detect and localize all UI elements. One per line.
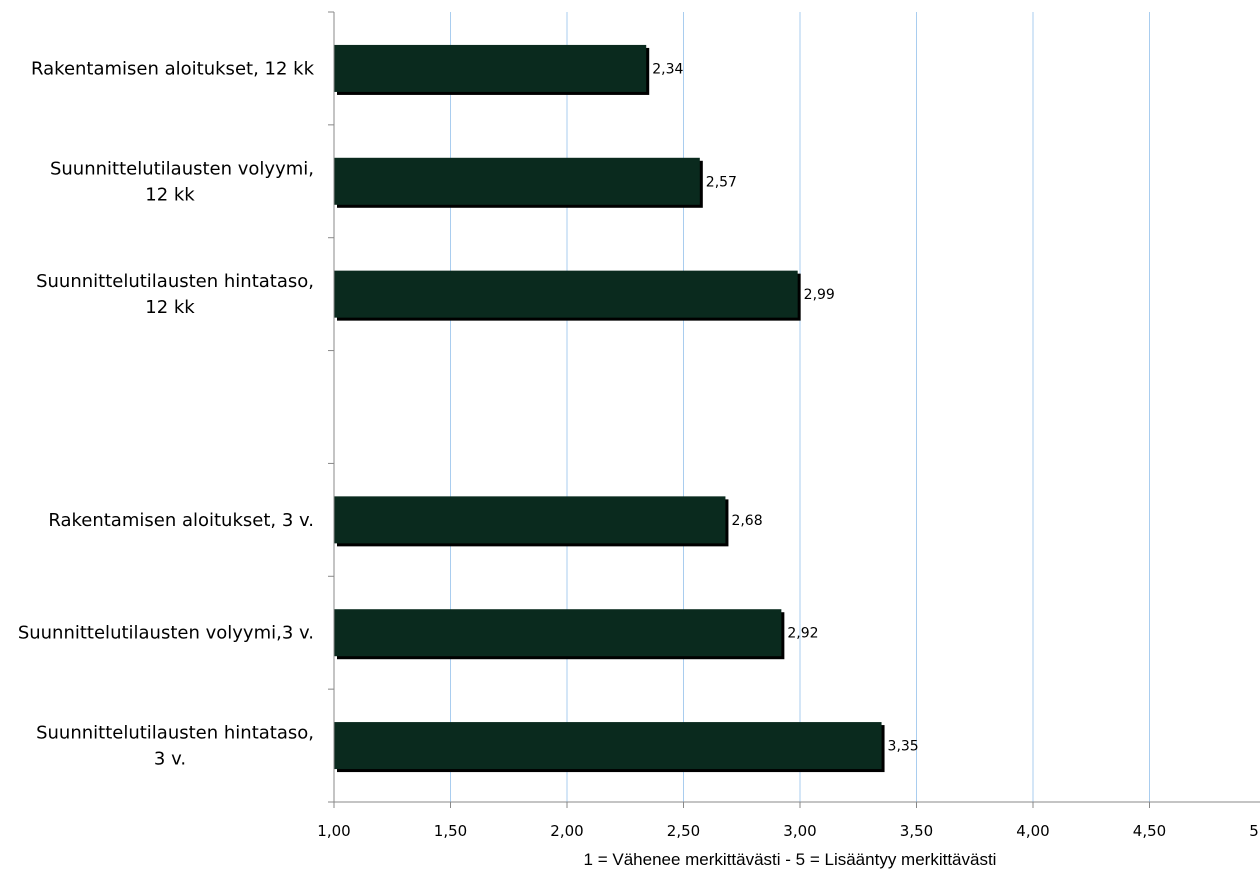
data-label: 2,34: [652, 61, 683, 77]
labels: 1,00 1,50 2,00 2,50 3,00 3,50 4,00 4,50 5,00 Rake…: [18, 58, 1260, 840]
x-tick-label: 4,00: [1016, 822, 1049, 840]
data-label: 3,35: [888, 739, 919, 755]
bar: [334, 270, 798, 318]
x-tick-label: 3,50: [900, 822, 933, 840]
bar: [334, 609, 782, 657]
data-label: 2,57: [706, 174, 737, 190]
category-label: 12 kk: [145, 184, 195, 205]
data-label: 2,92: [787, 626, 818, 642]
gridlines: [450, 12, 1150, 802]
bar: [334, 157, 700, 205]
bar: [334, 44, 647, 92]
data-label: 2,68: [731, 513, 762, 529]
bar: [334, 722, 882, 770]
x-tick-label: 1,00: [317, 822, 350, 840]
bars: [334, 44, 885, 773]
x-tick-label: 3,00: [783, 822, 816, 840]
category-label: Suunnittelutilausten volyymi,: [50, 158, 314, 179]
bar: [334, 496, 726, 544]
category-label: Suunnittelutilausten hintataso,: [36, 271, 314, 292]
axes: [328, 11, 1260, 808]
category-label: Rakentamisen aloitukset, 12 kk: [31, 58, 315, 79]
category-label: 12 kk: [145, 297, 195, 318]
category-label: 3 v.: [154, 749, 186, 770]
x-axis-title: 1 = Vähenee merkittävästi - 5 = Lisäänty…: [584, 850, 997, 869]
x-tick-label: 5,00: [1249, 822, 1260, 840]
x-tick-label: 4,50: [1133, 822, 1166, 840]
x-tick-label: 1,50: [434, 822, 467, 840]
data-label: 2,99: [804, 287, 835, 303]
category-label: Suunnittelutilausten volyymi,3 v.: [18, 623, 314, 644]
category-label: Rakentamisen aloitukset, 3 v.: [48, 510, 314, 531]
x-tick-label: 2,00: [550, 822, 583, 840]
x-tick-label: 2,50: [667, 822, 700, 840]
category-label: Suunnittelutilausten hintataso,: [36, 723, 314, 744]
